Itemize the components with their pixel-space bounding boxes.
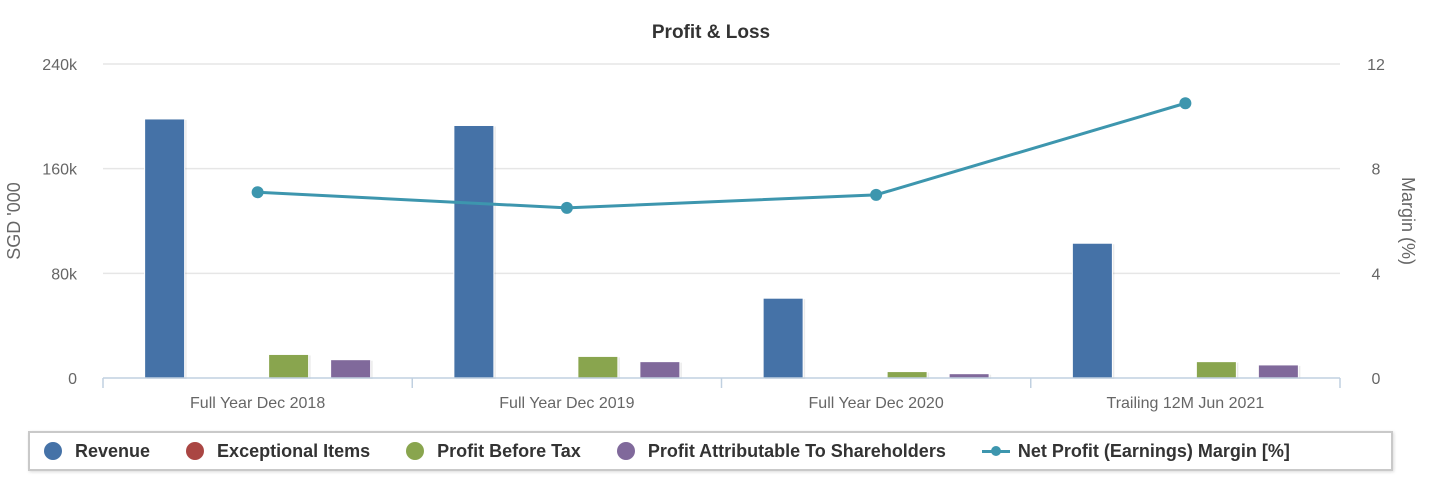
bar [577,355,619,379]
bar [1195,361,1237,379]
bar [639,361,681,379]
left-tick-label: 160k [42,162,78,179]
right-tick-label: 4 [1372,266,1381,283]
bar [144,118,186,379]
left-axis-title: SGD '000 [4,182,24,259]
x-tick-label: Full Year Dec 2020 [809,395,944,412]
right-tick-label: 0 [1372,371,1381,388]
legend-item[interactable]: Profit Before Tax [406,441,581,462]
right-axis-ticks: 0 4 8 12 [1367,57,1385,388]
left-axis-ticks: 0 80k 160k 240k [42,57,78,388]
bar [1257,364,1299,379]
right-tick-label: 8 [1372,162,1381,179]
bar [886,371,928,379]
legend-swatch-icon [406,442,425,460]
legend-label: Exceptional Items [217,440,371,461]
legend-swatch-icon [981,442,1010,460]
left-tick-label: 80k [51,266,78,283]
bar [330,359,372,379]
margin-line [257,101,1186,210]
legend-swatch-icon [186,442,205,460]
legend-item[interactable]: Revenue [44,441,150,462]
legend-label: Profit Attributable To Shareholders [647,440,946,461]
margin-point [560,201,573,214]
x-tick-label: Full Year Dec 2019 [499,395,634,412]
left-tick-label: 240k [42,57,78,74]
gridlines [103,63,1340,275]
bar-series [144,118,1301,379]
x-tick-label: Trailing 12M Jun 2021 [1107,395,1265,412]
left-tick-label: 0 [68,371,77,388]
legend-label: Profit Before Tax [437,440,581,461]
x-axis: Full Year Dec 2018 Full Year Dec 2019 Full… [102,377,1341,412]
margin-point [1179,97,1192,110]
chart-legend: Revenue Exceptional Items Profit Before Ta… [28,431,1393,471]
legend-item[interactable]: Net Profit (Earnings) Margin [%] [981,440,1290,462]
legend-swatch-icon [616,442,635,460]
legend-label: Net Profit (Earnings) Margin [%] [1017,440,1290,461]
bar [762,297,804,379]
legend-item[interactable]: Exceptional Items [186,441,370,462]
legend-item[interactable]: Profit Attributable To Shareholders [616,440,946,462]
margin-point [251,186,264,199]
margin-line-series [251,97,1192,214]
x-tick-label: Full Year Dec 2018 [190,395,325,412]
bar [453,124,495,379]
right-axis-title: Margin (%) [1398,177,1418,265]
right-tick-label: 12 [1367,57,1385,74]
legend-label: Revenue [75,440,151,461]
bar [1071,242,1113,379]
chart-title: Profit & Loss [652,22,770,43]
legend-swatch-icon [44,442,62,460]
profit-loss-chart: Profit & Loss 0 80k 160k 240k 0 4 8 12 SGD '00… [4,22,1418,412]
bar [268,353,310,379]
margin-point [870,188,883,201]
